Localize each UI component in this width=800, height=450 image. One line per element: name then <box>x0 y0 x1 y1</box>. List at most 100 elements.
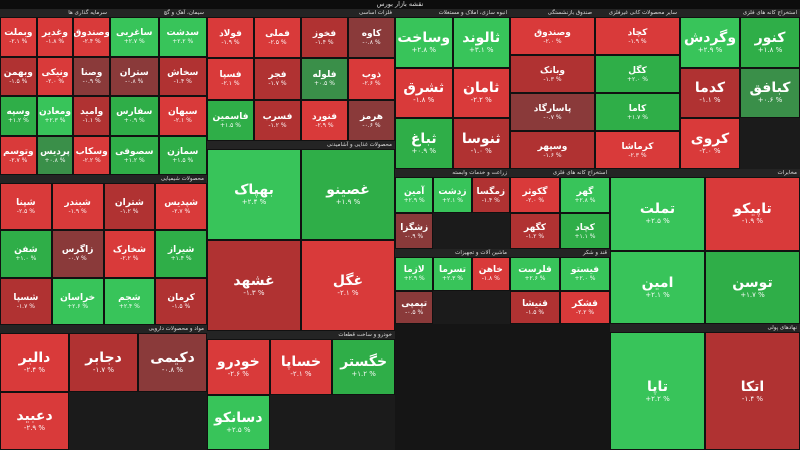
stock-tile[interactable]: ذوب -۲.۶ % <box>348 58 395 100</box>
stock-tile[interactable]: فلوله +۰.۵ % <box>301 58 348 100</box>
stock-tile[interactable]: هرمز -۰.۶ % <box>348 99 395 141</box>
stock-symbol: تسرما <box>438 265 467 276</box>
stock-tile[interactable]: شسپا -۱.۷ % <box>0 277 52 325</box>
stock-tile[interactable]: سصوفی +۱.۲ % <box>110 135 159 175</box>
stock-tile[interactable]: کگهر -۱.۲ % <box>510 213 560 249</box>
stock-tile[interactable]: ونیکی -۲.۰ % <box>36 56 74 96</box>
stock-tile[interactable]: فخوز -۱.۴ % <box>301 17 348 59</box>
stock-tile[interactable]: خساپا -۲.۱ % <box>269 339 333 395</box>
stock-tile[interactable]: پاسارگاد -۰.۷ % <box>510 93 595 131</box>
stock-tile[interactable]: تاپیکو -۱.۹ % <box>705 177 800 251</box>
stock-tile[interactable]: سدشت +۲.۲ % <box>158 17 207 57</box>
stock-tile[interactable]: غگل -۲.۱ % <box>301 240 395 331</box>
stock-tile[interactable]: وساخت +۲.۸ % <box>395 17 453 68</box>
stock-tile[interactable]: کاوه -۰.۸ % <box>348 17 395 59</box>
stock-tile[interactable]: شیراز +۱.۴ % <box>155 230 207 278</box>
stock-tile[interactable]: پردیس +۰.۸ % <box>36 135 74 175</box>
stock-tile[interactable]: کرمان -۱.۵ % <box>155 277 207 325</box>
stock-tile[interactable]: کگل +۲.۰ % <box>595 55 680 93</box>
stock-tile[interactable]: فنورد -۲.۹ % <box>301 99 348 141</box>
stock-tile[interactable]: توسن +۱.۷ % <box>705 250 800 324</box>
stock-tile[interactable]: شپنا -۲.۵ % <box>0 183 52 231</box>
stock-tile[interactable]: کنور +۱.۸ % <box>740 17 800 68</box>
stock-tile[interactable]: شجم +۲.۴ % <box>103 277 156 325</box>
stock-tile[interactable]: تپمپی -۰.۵ % <box>395 290 434 324</box>
stock-tile[interactable]: شخارک -۲.۲ % <box>103 230 156 278</box>
stock-tile[interactable]: خودرو -۲.۶ % <box>207 339 270 395</box>
stock-tile[interactable]: تاپا +۲.۲ % <box>610 332 705 450</box>
stock-tile[interactable]: زاگرس -۰.۷ % <box>51 230 104 278</box>
stock-symbol: خگستر <box>340 354 388 371</box>
stock-tile[interactable]: بهپاک +۲.۴ % <box>207 149 301 240</box>
stock-tile[interactable]: فاسمین +۱.۵ % <box>207 99 254 141</box>
stock-tile[interactable]: خراسان +۲.۶ % <box>51 277 104 325</box>
stock-tile[interactable]: فسرب -۱.۲ % <box>254 99 301 141</box>
stock-tile[interactable]: ثامان -۲.۲ % <box>452 67 510 119</box>
stock-tile[interactable]: وگردش +۲.۹ % <box>680 17 740 68</box>
stock-tile[interactable]: فسپا -۲.۱ % <box>207 58 254 100</box>
stock-tile[interactable]: ثنوسا -۱.۰ % <box>452 118 510 169</box>
stock-tile[interactable]: گهر +۲.۸ % <box>560 177 610 213</box>
stock-tile[interactable]: سخاش -۱.۴ % <box>158 56 207 96</box>
stock-tile[interactable]: گکوثر -۲.۰ % <box>510 177 560 213</box>
stock-tile[interactable]: شفن +۱.۰ % <box>0 230 52 278</box>
stock-tile[interactable]: کروی -۲.۰ % <box>680 118 740 169</box>
stock-tile[interactable]: ومعادن +۲.۳ % <box>36 96 74 136</box>
stock-tile[interactable]: خاهن -۱.۸ % <box>471 257 510 291</box>
stock-tile[interactable]: کچاد +۱.۱ % <box>560 213 610 249</box>
stock-tile[interactable]: ثباغ +۰.۹ % <box>395 118 453 169</box>
stock-tile[interactable]: ستران -۰.۸ % <box>110 56 159 96</box>
stock-tile[interactable]: فیستو +۲.۰ % <box>560 257 610 291</box>
stock-tile[interactable]: غشهد -۱.۳ % <box>207 240 301 331</box>
stock-tile[interactable]: لازما +۲.۹ % <box>395 257 434 291</box>
stock-tile[interactable]: کچاد -۱.۹ % <box>595 17 680 55</box>
stock-tile[interactable]: فجر -۱.۷ % <box>254 58 301 100</box>
stock-tile[interactable]: اتکا -۱.۴ % <box>705 332 800 450</box>
stock-symbol: زدشت <box>438 186 467 197</box>
stock-tile[interactable]: کدما -۱.۱ % <box>680 67 740 119</box>
stock-tile[interactable]: شتران -۱.۲ % <box>103 183 156 231</box>
stock-tile[interactable]: وبملت -۲.۱ % <box>0 17 37 57</box>
stock-tile[interactable]: کبافق +۰.۶ % <box>740 67 800 119</box>
stock-tile[interactable]: امین +۲.۱ % <box>610 250 705 324</box>
stock-tile[interactable]: ثشرق -۱.۸ % <box>395 67 453 119</box>
stock-tile[interactable]: فملی -۲.۵ % <box>254 17 301 59</box>
stock-tile[interactable]: دکیمی -۰.۸ % <box>138 333 207 392</box>
stock-tile[interactable]: قنیشا -۱.۵ % <box>510 290 560 324</box>
stock-tile[interactable]: فولاد -۱.۹ % <box>207 17 254 59</box>
stock-tile[interactable]: وسپه +۱.۲ % <box>0 96 37 136</box>
stock-tile[interactable]: ساغربی +۲.۷ % <box>110 17 159 57</box>
stock-tile[interactable]: وبانک -۱.۳ % <box>510 55 595 93</box>
stock-tile[interactable]: تسرما +۲.۳ % <box>433 257 472 291</box>
stock-tile[interactable]: دعبید -۲.۹ % <box>0 391 69 450</box>
stock-tile[interactable]: قلرست +۲.۶ % <box>510 257 560 291</box>
stock-tile[interactable]: وسپهر -۱.۶ % <box>510 131 595 169</box>
stock-tile[interactable]: وسکاب -۲.۲ % <box>73 135 110 175</box>
stock-tile[interactable]: دجابر -۱.۷ % <box>69 333 138 392</box>
stock-tile[interactable]: وصندوق -۲.۴ % <box>73 17 110 57</box>
stock-tile[interactable]: تملت +۲.۵ % <box>610 177 705 251</box>
stock-tile[interactable]: زمگسا -۱.۴ % <box>471 177 510 213</box>
stock-tile[interactable]: وصندوق -۲.۰ % <box>510 17 595 55</box>
stock-tile[interactable]: کاما +۱.۷ % <box>595 93 680 131</box>
stock-tile[interactable]: وصنا -۰.۹ % <box>73 56 110 96</box>
stock-tile[interactable]: وبهمن -۱.۵ % <box>0 56 37 96</box>
stock-tile[interactable]: وامید -۱.۱ % <box>73 96 110 136</box>
stock-tile[interactable]: شبندر -۱.۹ % <box>51 183 104 231</box>
stock-tile[interactable]: سمازن +۱.۵ % <box>158 135 207 175</box>
stock-tile[interactable]: شپدیس -۲.۷ % <box>155 183 207 231</box>
stock-tile[interactable]: ثالوند +۳.۱ % <box>452 17 510 68</box>
stock-tile[interactable]: دسانکو +۲.۵ % <box>207 394 270 450</box>
stock-tile[interactable]: سبهان -۲.۱ % <box>158 96 207 136</box>
stock-tile[interactable]: کرماشا -۲.۳ % <box>595 131 680 169</box>
stock-tile[interactable]: وغدیر -۱.۸ % <box>36 17 74 57</box>
stock-tile[interactable]: زشگزا -۰.۹ % <box>395 213 434 249</box>
stock-tile[interactable]: سفارس +۰.۹ % <box>110 96 159 136</box>
stock-tile[interactable]: آمین +۲.۹ % <box>395 177 434 213</box>
stock-tile[interactable]: غصینو +۱.۹ % <box>301 149 395 240</box>
stock-tile[interactable]: قشکر -۲.۲ % <box>560 290 610 324</box>
stock-tile[interactable]: خگستر +۱.۲ % <box>332 339 395 395</box>
stock-tile[interactable]: دالبر -۲.۴ % <box>0 333 69 392</box>
stock-tile[interactable]: زدشت +۲.۱ % <box>433 177 472 213</box>
stock-tile[interactable]: وتوسم -۲.۷ % <box>0 135 37 175</box>
